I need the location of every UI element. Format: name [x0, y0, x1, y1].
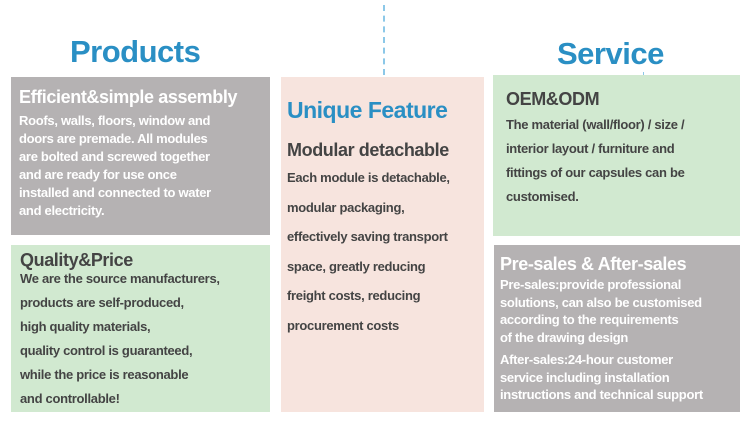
assembly-line: Roofs, walls, floors, window and	[19, 113, 211, 128]
assembly-line: and are ready for use once	[19, 167, 177, 182]
quality-heading: Quality&Price	[20, 250, 133, 270]
oem-line: customised.	[506, 189, 579, 204]
assembly-line: installed and connected to water	[19, 185, 211, 200]
feature-line: Each module is detachable,	[287, 170, 450, 185]
presales-line: Pre-sales:provide professional	[500, 277, 682, 292]
quality-line: and controllable!	[20, 391, 120, 406]
divider-tick	[643, 72, 644, 77]
assembly-heading: Efficient&simple assembly	[19, 87, 238, 107]
service-title: Service	[557, 36, 664, 71]
assembly-card: Efficient&simple assembly Roofs, walls, …	[11, 77, 270, 235]
feature-subheading: Modular detachable	[287, 140, 449, 160]
quality-line: We are the source manufacturers,	[20, 271, 220, 286]
oem-line: fittings of our capsules can be	[506, 165, 685, 180]
quality-card: Quality&Price We are the source manufact…	[11, 245, 270, 412]
presales-line: solutions, can also be customised	[500, 294, 702, 310]
feature-line: space, greatly reducing	[287, 258, 426, 274]
feature-card: Unique Feature Modular detachable Each m…	[281, 77, 484, 412]
products-title: Products	[70, 34, 201, 69]
oem-line: The material (wall/floor) / size /	[506, 117, 685, 132]
aftersales-line: service including installation	[500, 369, 670, 385]
oem-line: interior layout / furniture and	[506, 141, 675, 156]
feature-line: modular packaging,	[287, 199, 405, 215]
assembly-line: and electricity.	[19, 203, 105, 218]
feature-heading: Unique Feature	[287, 97, 448, 123]
quality-line: while the price is reasonable	[20, 367, 189, 382]
quality-line: high quality materials,	[20, 319, 151, 334]
sales-heading: Pre-sales & After-sales	[500, 254, 687, 274]
oem-card: OEM&ODM The material (wall/floor) / size…	[493, 75, 740, 236]
assembly-line: doors are premade. All modules	[19, 131, 208, 146]
quality-line: products are self-produced,	[20, 295, 184, 310]
oem-heading: OEM&ODM	[506, 89, 600, 109]
feature-line: effectively saving transport	[287, 229, 448, 244]
feature-line: freight costs, reducing	[287, 288, 421, 303]
sales-card: Pre-sales & After-sales Pre-sales:provid…	[494, 245, 740, 412]
presales-line: according to the requirements	[500, 312, 679, 327]
divider-line	[383, 5, 385, 75]
presales-line: of the drawing design	[500, 329, 629, 345]
aftersales-line: instructions and technical support	[500, 387, 703, 402]
quality-line: quality control is guaranteed,	[20, 343, 193, 358]
assembly-line: are bolted and screwed together	[19, 149, 210, 164]
feature-line: procurement costs	[287, 317, 399, 333]
aftersales-line: After-sales:24-hour customer	[500, 352, 673, 367]
